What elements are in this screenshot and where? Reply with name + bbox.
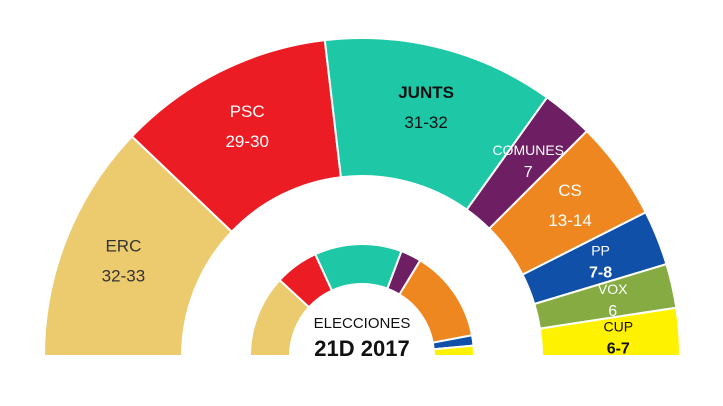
outer-ring-2021 <box>42 37 682 357</box>
party-label-junts: JUNTS <box>398 83 454 102</box>
party-label-pp: PP <box>591 242 610 258</box>
seat-label-junts: 31-32 <box>404 113 447 132</box>
inner-ring-2017 <box>248 243 476 357</box>
seat-label-vox: 6 <box>608 303 617 320</box>
party-label-erc: ERC <box>105 236 141 255</box>
seat-label-comunes: 7 <box>524 164 533 181</box>
center-label-date: 21D 2017 <box>314 336 409 361</box>
seat-label-cup: 6-7 <box>607 340 630 357</box>
center-label-elecciones: ELECCIONES <box>314 315 411 332</box>
party-label-comunes: COMUNES <box>492 142 564 158</box>
party-label-cs: CS <box>558 181 582 200</box>
party-label-vox: VOX <box>598 281 628 297</box>
party-label-psc: PSC <box>230 102 265 121</box>
seat-label-erc: 32-33 <box>102 266 145 285</box>
outer-segment-cup <box>538 306 682 357</box>
seat-label-psc: 29-30 <box>225 132 268 151</box>
outer-ring-labels: ERC 32-33 PSC 29-30 JUNTS 31-32 COMUNES 7 CS 13-1… <box>102 83 633 357</box>
party-label-cup: CUP <box>603 318 633 334</box>
inner-segment-cup <box>432 344 476 357</box>
seat-label-cs: 13-14 <box>548 211 591 230</box>
seat-label-pp: 7-8 <box>589 264 612 281</box>
